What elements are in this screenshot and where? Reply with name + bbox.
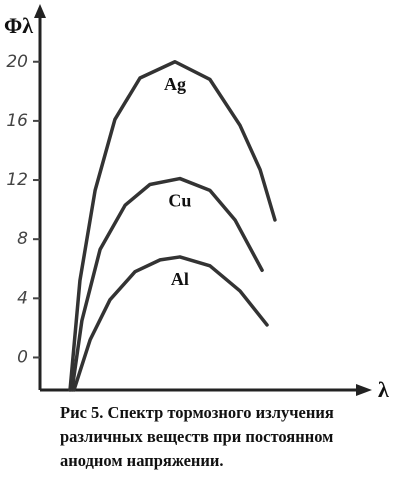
y-tick-label: 0 — [17, 347, 28, 367]
series-label: Al — [171, 269, 189, 289]
series-line — [68, 60, 277, 392]
y-tick-label: 8 — [17, 229, 28, 249]
y-arrow — [34, 4, 46, 18]
series-line — [70, 176, 264, 392]
y-tick-label: 20 — [6, 52, 28, 72]
y-label: Φλ — [4, 13, 33, 38]
series-line — [72, 255, 269, 392]
y-tick-label: 16 — [6, 111, 28, 131]
y-tick-label: 4 — [17, 288, 28, 308]
caption-line: анодном напряжении. — [60, 451, 224, 470]
caption-line: Рис 5. Спектр тормозного излучения — [60, 403, 334, 422]
x-arrow — [356, 384, 372, 396]
y-tick-label: 12 — [6, 170, 28, 190]
series-label: Ag — [164, 74, 186, 94]
caption-line: различных веществ при постоянном — [60, 427, 333, 446]
x-label: λ — [378, 377, 389, 402]
series-label: Cu — [168, 191, 191, 211]
